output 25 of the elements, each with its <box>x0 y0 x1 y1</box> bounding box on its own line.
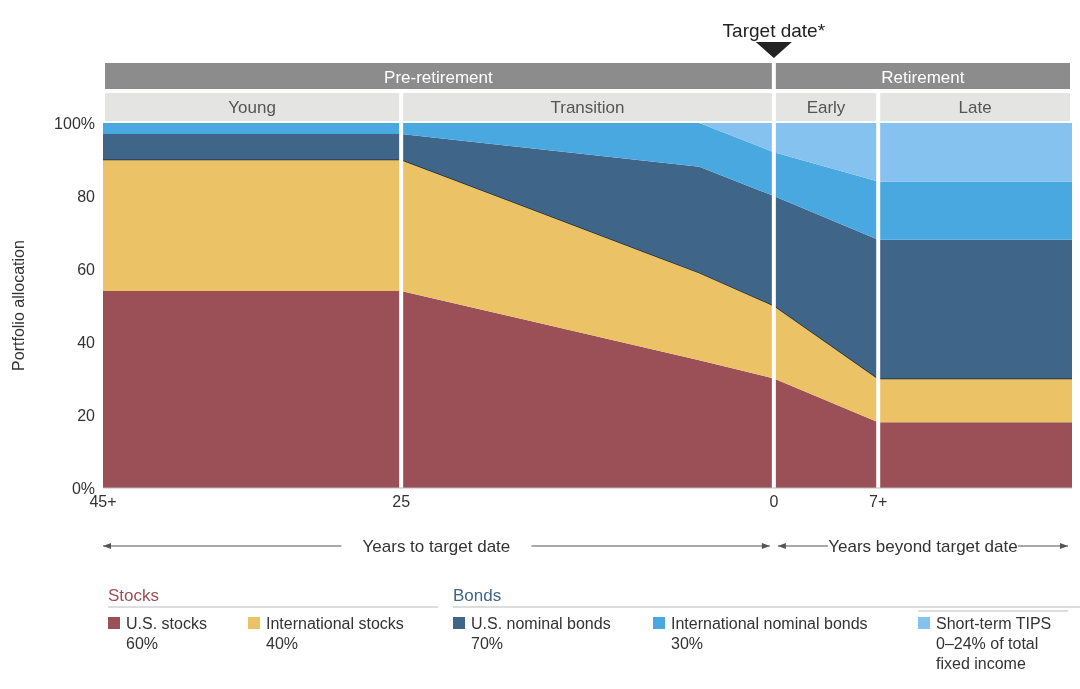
legend-label: U.S. stocks 60% <box>126 614 207 654</box>
text: Years to target date <box>362 537 511 556</box>
y-tick-label: 60 <box>77 260 96 278</box>
legend-label: International stocks 40% <box>266 614 404 654</box>
x-tick-label: 25 <box>392 493 411 511</box>
text: Retirement <box>881 68 965 87</box>
legend-label: International nominal bonds 30% <box>671 614 868 654</box>
x-tick-label: 0 <box>769 493 779 511</box>
text: Years beyond target date <box>828 537 1018 556</box>
y-tick-label: 20 <box>77 406 96 424</box>
y-tick-label: 80 <box>77 187 96 205</box>
text: Transition <box>550 98 625 117</box>
text: Pre-retirement <box>384 68 494 87</box>
y-tick-label: 100% <box>54 114 95 132</box>
x-tick-label: 7+ <box>869 493 888 511</box>
legend-label: Short-term TIPS 0–24% of total fixed income <box>936 614 1053 674</box>
text: Stocks <box>108 586 438 608</box>
y-axis-title: Portfolio allocation <box>9 240 27 371</box>
text: Late <box>958 98 992 117</box>
text: Early <box>806 98 846 117</box>
legend-label: U.S. nominal bonds 70% <box>471 614 611 654</box>
text: Young <box>228 98 276 117</box>
text: Bonds <box>453 586 1080 608</box>
y-tick-label: 40 <box>77 333 96 351</box>
ref-line-label: Target date* <box>722 20 826 41</box>
